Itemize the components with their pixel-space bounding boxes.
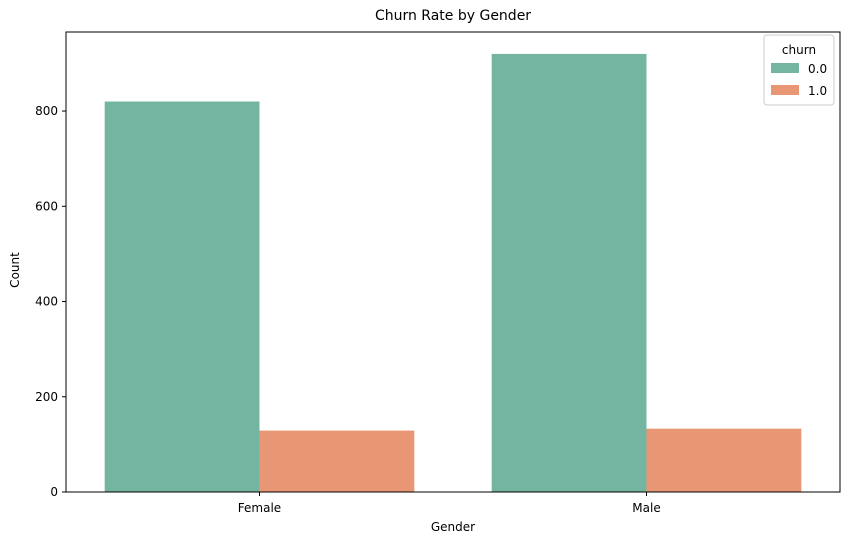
y-tick-label: 400: [35, 295, 58, 309]
y-tick-label: 600: [35, 199, 58, 213]
y-axis-label: Count: [8, 252, 22, 288]
x-tick-label: Male: [632, 501, 660, 515]
bar-male-churn-1-0: [646, 428, 802, 492]
legend: churn 0.0 1.0: [763, 34, 835, 106]
chart-title: Churn Rate by Gender: [375, 8, 531, 24]
legend-label: 0.0: [808, 62, 827, 76]
y-ticks: 0 200 400 600 800: [35, 104, 66, 499]
legend-items: 0.0 1.0: [771, 62, 827, 98]
x-ticks: Female Male: [238, 492, 661, 515]
bar-female-churn-0-0: [104, 101, 260, 493]
y-tick-label: 200: [35, 390, 58, 404]
bar-female-churn-1-0: [259, 430, 415, 492]
legend-label: 1.0: [808, 84, 827, 98]
plot-frame: [65, 31, 841, 493]
x-tick-label: Female: [238, 501, 281, 515]
legend-swatch: [771, 85, 799, 95]
y-tick-label: 0: [50, 485, 58, 499]
axes-layer: [65, 31, 841, 493]
bars-layer: [104, 53, 802, 493]
bar-male-churn-0-0: [491, 53, 647, 493]
y-tick-label: 800: [35, 104, 58, 118]
legend-title: churn: [782, 43, 816, 57]
legend-swatch: [771, 63, 799, 73]
x-axis-label: Gender: [431, 520, 475, 534]
